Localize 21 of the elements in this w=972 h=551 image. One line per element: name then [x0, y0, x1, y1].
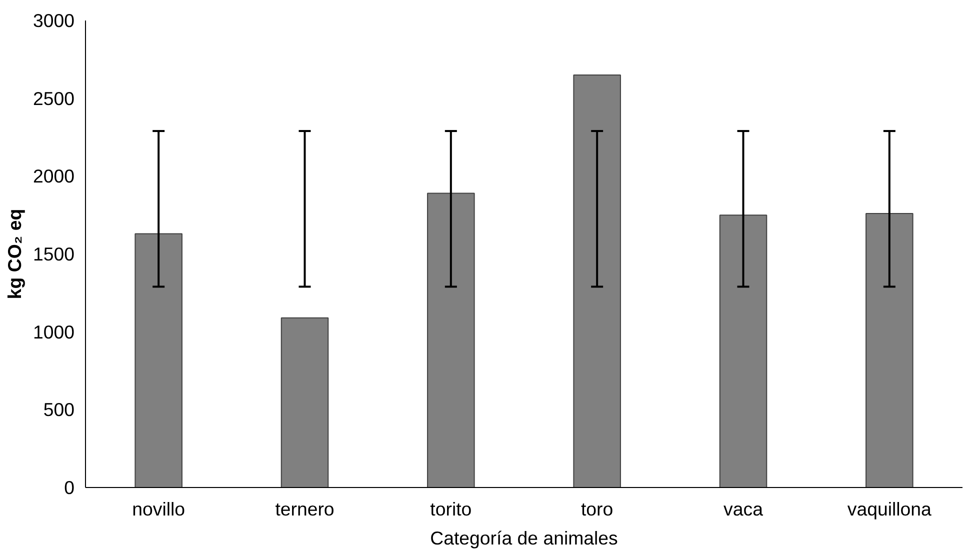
x-tick-label: novillo [132, 498, 186, 520]
x-axis-title: Categoría de animales [430, 528, 618, 548]
y-tick-label: 500 [43, 399, 75, 420]
bar [427, 192, 475, 488]
x-tick-label: ternero [275, 498, 334, 520]
bar [866, 213, 914, 488]
y-tick-label: 3000 [32, 10, 75, 31]
bar [280, 317, 329, 488]
y-tick-label: 1000 [32, 321, 75, 342]
y-tick-label: 1500 [32, 244, 75, 264]
y-tick-label: 2500 [32, 88, 75, 109]
bar [134, 233, 182, 488]
x-tick-label: toro [581, 498, 614, 520]
x-tick-label: torito [430, 498, 472, 520]
y-axis-title: kg CO₂ eq [4, 208, 25, 300]
x-tick-label: vaquillona [847, 498, 932, 520]
x-tick-label: vaca [724, 498, 764, 520]
bar [573, 74, 621, 488]
bar [719, 214, 768, 488]
y-tick-label: 2000 [32, 166, 75, 187]
y-tick-label: 0 [64, 477, 75, 498]
